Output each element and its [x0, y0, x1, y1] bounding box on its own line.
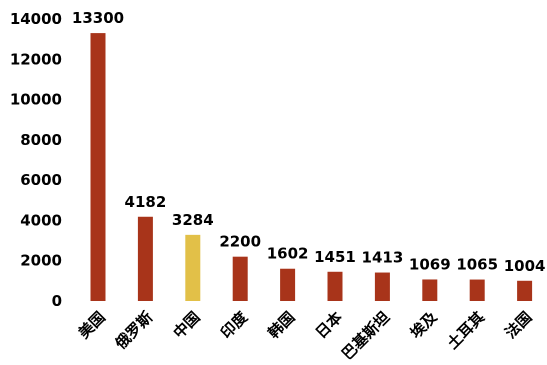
value-label: 1451 — [314, 248, 356, 266]
bar — [90, 33, 106, 301]
category-label: 土耳其 — [443, 308, 488, 353]
bar — [232, 256, 248, 301]
y-tick-label: 10000 — [10, 91, 62, 109]
category-label: 法国 — [501, 308, 535, 342]
bar — [517, 280, 533, 301]
value-label: 2200 — [219, 233, 261, 251]
y-tick-label: 4000 — [20, 211, 62, 229]
bar — [374, 272, 390, 301]
value-label: 1069 — [409, 255, 451, 273]
bar — [185, 234, 201, 301]
category-label: 巴基斯坦 — [338, 308, 393, 363]
bar — [422, 279, 438, 301]
y-tick-label: 6000 — [20, 171, 62, 189]
value-label: 1602 — [267, 245, 309, 263]
value-label: 1413 — [362, 249, 404, 267]
value-label: 1065 — [456, 256, 498, 274]
y-tick-label: 8000 — [20, 131, 62, 149]
value-label: 13300 — [72, 9, 124, 27]
value-label: 1004 — [504, 257, 546, 275]
bar — [327, 271, 343, 301]
y-tick-label: 2000 — [20, 252, 62, 270]
category-label: 中国 — [170, 308, 204, 342]
bar — [137, 216, 153, 301]
category-label: 埃及 — [407, 307, 442, 342]
value-label: 4182 — [125, 193, 167, 211]
bar — [469, 279, 485, 301]
category-label: 印度 — [217, 307, 252, 342]
y-tick-label: 0 — [52, 292, 62, 310]
y-tick-label: 12000 — [10, 50, 62, 68]
bars — [90, 33, 533, 301]
category-label: 俄罗斯 — [111, 308, 156, 353]
category-label: 日本 — [312, 308, 346, 342]
bar — [280, 268, 296, 301]
y-tick-label: 14000 — [10, 10, 62, 28]
y-axis: 0 2000 4000 6000 8000 10000 12000 14000 — [10, 10, 62, 310]
category-label: 美国 — [75, 308, 109, 342]
category-label: 韩国 — [264, 308, 298, 342]
value-labels: 13300 4182 3284 2200 1602 1451 1413 1069 1065 100… — [72, 9, 546, 275]
value-label: 3284 — [172, 211, 214, 229]
